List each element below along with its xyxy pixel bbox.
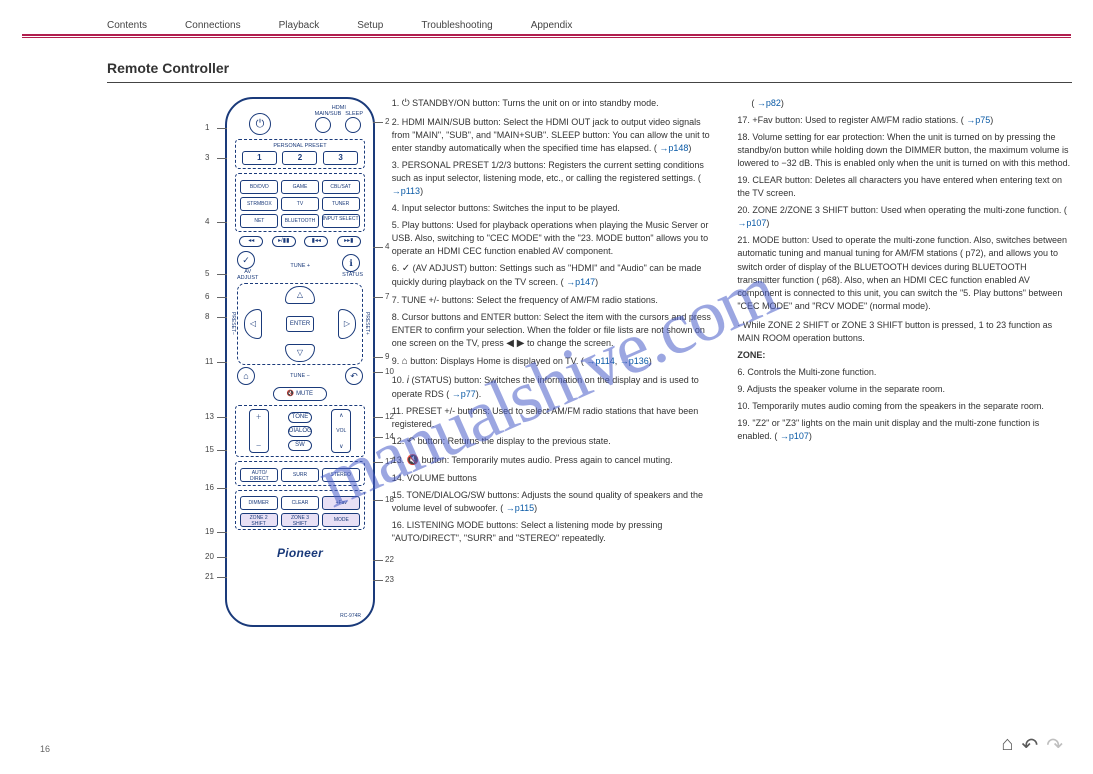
section-title: Remote Controller: [107, 60, 1071, 76]
description-col-1: 1. ⏻ STANDBY/ON button: Turns the unit o…: [392, 97, 732, 550]
wrench-icon: ✓: [237, 251, 255, 269]
nav-item[interactable]: Appendix: [531, 20, 573, 31]
mute-button: 🔇 MUTE: [273, 387, 327, 401]
mid-row: ✓AV ADJUST TUNE + ℹSTATUS: [237, 251, 363, 281]
nav-item[interactable]: Connections: [185, 20, 241, 31]
divider-thin: [22, 37, 1071, 38]
divider-section: [107, 82, 1072, 83]
input-selector-box: BD/DVDGAMECBL/SAT STRMBOXTVTUNER NETBLUE…: [235, 173, 365, 232]
brand-label: Pioneer: [227, 546, 373, 560]
nav-item[interactable]: Contents: [107, 20, 147, 31]
return-icon: ↶: [345, 367, 363, 385]
tone-vol-box: ＋－ TONE DIALOG SW ∧VOL∨: [235, 405, 365, 457]
power-icon: ⏻: [249, 113, 271, 135]
nav-item[interactable]: Setup: [357, 20, 383, 31]
mute-glyph: 🔇: [407, 455, 419, 466]
home-icon: ⌂: [237, 367, 255, 385]
remote-diagram: ⏻ HDMI MAIN/SUB SLEEP PERSONAL PRESET 1 …: [225, 97, 375, 627]
home-footer-icon[interactable]: ⌂: [1001, 733, 1013, 758]
play-row: ◂◂ ▸/▮▮ ▮◂◂ ▸▸▮: [235, 236, 365, 247]
description-col-2: ( →p82) 17. +Fav button: Used to registe…: [731, 97, 1071, 550]
wrench-glyph: ✓: [402, 263, 410, 274]
vol-rocker-left: ＋－: [249, 409, 269, 453]
forward-footer-icon[interactable]: ↷: [1046, 733, 1063, 758]
nav-item[interactable]: Troubleshooting: [421, 20, 492, 31]
nav-item[interactable]: Playback: [279, 20, 320, 31]
top-nav: Contents Connections Playback Setup Trou…: [107, 20, 1071, 31]
footer-icons: ⌂ ↶ ↷: [1001, 733, 1063, 758]
remote-column: ⏻ HDMI MAIN/SUB SLEEP PERSONAL PRESET 1 …: [107, 97, 392, 550]
dpad-box: PRESET− PRESET+ △ ▽ ◁ ▷ ENTER: [237, 283, 363, 365]
standby-icon: ⏻: [402, 98, 410, 109]
dpad-left: ◁: [244, 309, 262, 339]
page-number: 16: [40, 744, 50, 754]
personal-preset-box: PERSONAL PRESET 1 2 3: [235, 139, 365, 169]
mainsub-button: [315, 117, 331, 133]
back-footer-icon[interactable]: ↶: [1021, 733, 1038, 758]
home-row: ⌂ TUNE − ↶: [237, 367, 363, 385]
info-icon: ℹ: [342, 254, 360, 272]
dpad-down: ▽: [285, 344, 315, 362]
listening-mode-box: AUTO/ DIRECTSURRSTEREO: [235, 461, 365, 486]
dpad-up: △: [285, 286, 315, 304]
vol-rocker: ∧VOL∨: [331, 409, 351, 453]
divider-thick: [22, 34, 1071, 36]
sleep-button: [345, 117, 361, 133]
dpad-right: ▷: [338, 309, 356, 339]
left-right-glyph: ◀ ▶: [506, 338, 524, 349]
util-box: DIMMERCLEAR+Fav ZONE 2 SHIFTZONE 3 SHIFT…: [235, 490, 365, 530]
return-glyph: ↶: [407, 436, 415, 447]
